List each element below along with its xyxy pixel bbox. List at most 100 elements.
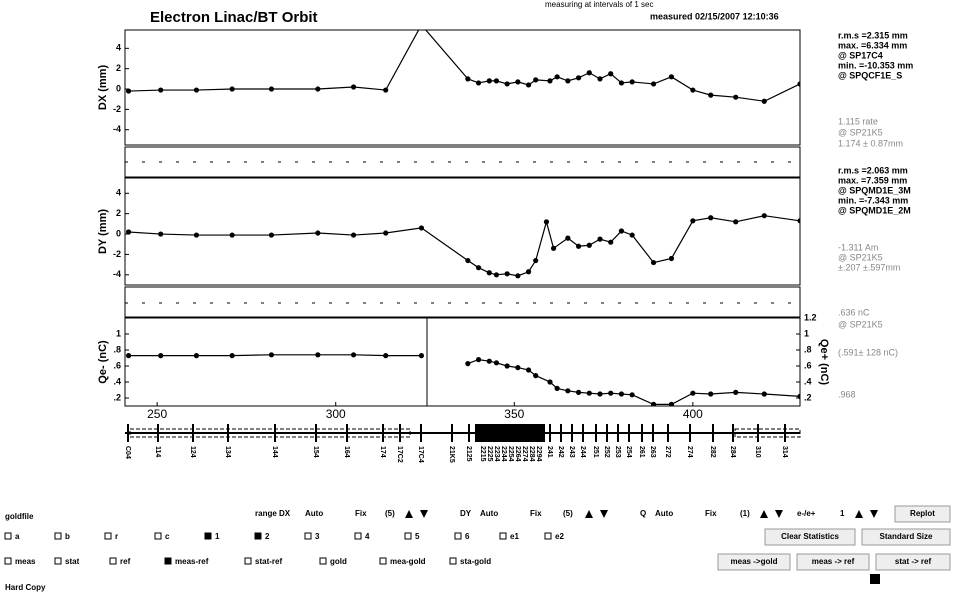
- element-label: 243: [568, 446, 575, 458]
- checkbox[interactable]: [204, 532, 212, 540]
- checkbox[interactable]: [54, 532, 62, 540]
- button[interactable]: [875, 553, 951, 571]
- range-control[interactable]: DY: [460, 509, 472, 518]
- range-control[interactable]: Fix: [355, 509, 367, 518]
- button-label[interactable]: stat -> ref: [895, 557, 932, 566]
- checkbox[interactable]: [254, 532, 262, 540]
- range-control[interactable]: range DX: [255, 509, 291, 518]
- checkbox[interactable]: [244, 557, 252, 565]
- data-point: [586, 70, 592, 76]
- arrow-button[interactable]: [870, 510, 878, 518]
- button[interactable]: [764, 528, 856, 546]
- arrow-button[interactable]: [405, 510, 413, 518]
- checkbox-label[interactable]: e1: [510, 532, 519, 541]
- range-control[interactable]: Q: [640, 509, 646, 518]
- checkbox-label[interactable]: stat-ref: [255, 557, 282, 566]
- button[interactable]: [717, 553, 791, 571]
- y-tick-label: -2: [113, 249, 121, 259]
- button-label[interactable]: Clear Statistics: [781, 532, 839, 541]
- button[interactable]: [796, 553, 870, 571]
- checkbox[interactable]: [379, 557, 387, 565]
- y-tick-label: .6: [113, 360, 121, 370]
- range-control[interactable]: Auto: [655, 509, 673, 518]
- data-point: [193, 87, 200, 93]
- button-label[interactable]: meas -> ref: [812, 557, 855, 566]
- button-label[interactable]: meas ->gold: [731, 557, 778, 566]
- data-point: [761, 213, 767, 219]
- checkbox-label[interactable]: r: [115, 532, 118, 541]
- checkbox-label[interactable]: c: [165, 532, 170, 541]
- range-control[interactable]: Fix: [705, 509, 717, 518]
- checkbox-label[interactable]: 1: [215, 532, 220, 541]
- checkbox[interactable]: [4, 532, 12, 540]
- range-control[interactable]: (1): [740, 509, 750, 518]
- checkbox[interactable]: [54, 557, 62, 565]
- element-label: 284: [729, 446, 736, 458]
- button-label[interactable]: Standard Size: [880, 532, 933, 541]
- checkbox-label[interactable]: meas-ref: [175, 557, 209, 566]
- arrow-button[interactable]: [585, 510, 593, 518]
- checkbox[interactable]: [154, 532, 162, 540]
- range-control[interactable]: 1: [840, 509, 845, 518]
- button-label[interactable]: Replot: [910, 509, 935, 518]
- checkbox-label[interactable]: sta-gold: [460, 557, 491, 566]
- checkbox-label[interactable]: b: [65, 532, 70, 541]
- checkbox[interactable]: [499, 532, 507, 540]
- data-point: [565, 78, 571, 84]
- stat-text: @ SPQCF1E_S: [838, 70, 902, 80]
- checkbox-label[interactable]: meas: [15, 557, 36, 566]
- data-point: [465, 361, 471, 367]
- y-tick-label: 2: [116, 63, 121, 73]
- element-label: 164: [343, 446, 350, 458]
- checkbox[interactable]: [454, 532, 462, 540]
- checkbox-label[interactable]: a: [15, 532, 20, 541]
- range-control[interactable]: Fix: [530, 509, 542, 518]
- element-label: 17C4: [417, 446, 424, 463]
- checkbox[interactable]: [104, 532, 112, 540]
- element-label: 2294: [535, 446, 542, 462]
- data-point: [315, 352, 321, 358]
- checkbox[interactable]: [449, 557, 457, 565]
- checkbox[interactable]: [164, 557, 172, 565]
- checkbox[interactable]: [4, 557, 12, 565]
- stat-text: @ SP17C4: [838, 50, 883, 60]
- checkbox-label[interactable]: 6: [465, 532, 470, 541]
- checkbox-label[interactable]: mea-gold: [390, 557, 426, 566]
- y-axis-label: DX (mm): [97, 65, 109, 111]
- button[interactable]: [861, 528, 951, 546]
- checkbox[interactable]: [354, 532, 362, 540]
- checkbox-label[interactable]: e2: [555, 532, 564, 541]
- button[interactable]: [894, 505, 951, 523]
- range-control[interactable]: e-/e+: [797, 509, 816, 518]
- element-label: 2125: [465, 446, 472, 462]
- arrow-button[interactable]: [855, 510, 863, 518]
- data-point: [597, 391, 603, 397]
- checkbox-label[interactable]: ref: [120, 557, 131, 566]
- checkbox[interactable]: [319, 557, 327, 565]
- data-point: [493, 78, 500, 84]
- measured-time: measured 02/15/2007 12:10:36: [650, 11, 779, 21]
- arrow-button[interactable]: [600, 510, 608, 518]
- range-control[interactable]: Auto: [305, 509, 323, 518]
- range-control[interactable]: (5): [563, 509, 573, 518]
- checkbox[interactable]: [544, 532, 552, 540]
- arrow-button[interactable]: [760, 510, 768, 518]
- element-label: 144: [271, 446, 278, 458]
- checkbox-label[interactable]: 3: [315, 532, 320, 541]
- data-point: [554, 385, 560, 391]
- range-control[interactable]: (5): [385, 509, 395, 518]
- checkbox[interactable]: [304, 532, 312, 540]
- checkbox-label[interactable]: stat: [65, 557, 80, 566]
- arrow-button[interactable]: [420, 510, 428, 518]
- checkbox-label[interactable]: gold: [330, 557, 347, 566]
- checkbox[interactable]: [404, 532, 412, 540]
- element-label: 261: [638, 446, 645, 458]
- range-control[interactable]: Auto: [480, 509, 498, 518]
- series: [125, 352, 800, 406]
- arrow-button[interactable]: [775, 510, 783, 518]
- checkbox[interactable]: [109, 557, 117, 565]
- checkbox-label[interactable]: 4: [365, 532, 370, 541]
- checkbox-label[interactable]: 5: [415, 532, 420, 541]
- hardcopy-button[interactable]: Hard Copy: [5, 583, 46, 592]
- checkbox-label[interactable]: 2: [265, 532, 270, 541]
